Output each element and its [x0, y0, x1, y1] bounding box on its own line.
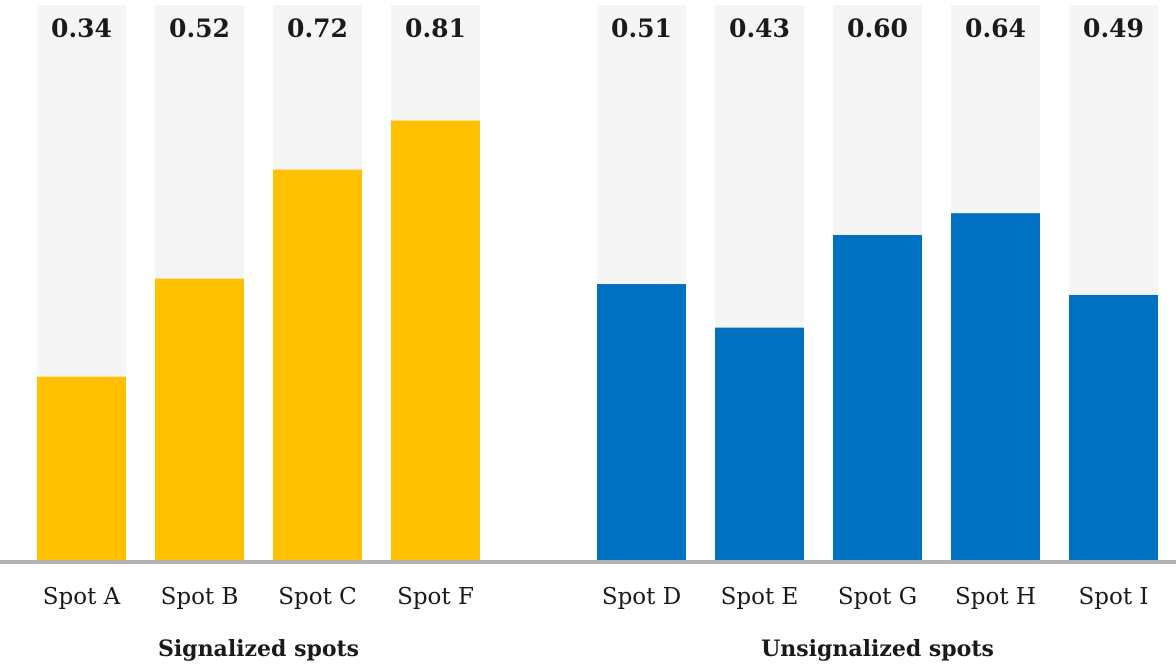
- value-label-spot-g: 0.60: [847, 14, 908, 43]
- value-label-spot-c: 0.72: [287, 14, 348, 43]
- value-label-spot-e: 0.43: [729, 14, 790, 43]
- bar-spot-e: [715, 327, 804, 562]
- value-label-spot-a: 0.34: [51, 14, 112, 43]
- bars: [37, 120, 1158, 563]
- bar-spot-g: [833, 235, 922, 562]
- value-label-spot-b: 0.52: [169, 14, 230, 43]
- group-label-signalized-spots: Signalized spots: [158, 636, 359, 662]
- value-label-spot-h: 0.64: [965, 14, 1026, 43]
- value-label-spot-f: 0.81: [405, 14, 466, 43]
- bar-spot-h: [951, 213, 1040, 562]
- bar-spot-d: [597, 284, 686, 562]
- tick-label-spot-e: Spot E: [721, 584, 799, 610]
- tick-label-spot-g: Spot G: [838, 584, 917, 610]
- bar-spot-f: [391, 120, 480, 563]
- value-labels: 0.34 0.52 0.72 0.81 0.51 0.43 0.60 0.64 0.49: [51, 14, 1144, 43]
- tick-label-spot-d: Spot D: [602, 584, 681, 610]
- tick-label-spot-b: Spot B: [161, 584, 239, 610]
- value-label-spot-d: 0.51: [611, 14, 672, 43]
- bar-spot-a: [37, 376, 126, 562]
- tick-label-spot-a: Spot A: [43, 584, 121, 610]
- value-label-spot-i: 0.49: [1083, 14, 1144, 43]
- tick-label-spot-c: Spot C: [278, 584, 356, 610]
- group-label-unsignalized-spots: Unsignalized spots: [761, 636, 994, 662]
- tick-label-spot-f: Spot F: [397, 584, 474, 610]
- tick-label-spot-h: Spot H: [955, 584, 1036, 610]
- group-labels: Signalized spots Unsignalized spots: [158, 636, 994, 662]
- tick-label-spot-i: Spot I: [1079, 584, 1149, 610]
- x-tick-labels: Spot A Spot B Spot C Spot F Spot D Spot E Spot…: [43, 584, 1149, 610]
- bar-spot-b: [155, 278, 244, 562]
- bar-spot-i: [1069, 294, 1158, 562]
- bar-spot-c: [273, 169, 362, 562]
